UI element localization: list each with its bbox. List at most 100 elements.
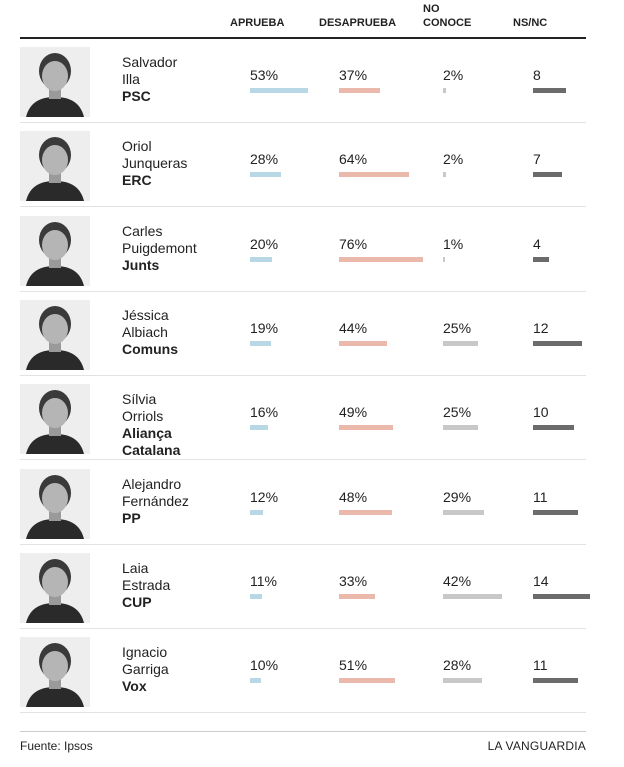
portrait-shoulders [26, 97, 84, 117]
politician-portrait [20, 637, 90, 708]
value-label-aprueba: 12% [250, 488, 279, 505]
politician-name: Ignacio Garriga Vox [122, 644, 222, 695]
value-label-nsnc: 11 [533, 657, 548, 674]
portrait-shoulders [26, 602, 84, 623]
brand-logo: LA VANGUARDIA [487, 739, 586, 753]
row-divider [20, 459, 586, 461]
last-name: Orriols [122, 408, 164, 425]
table-row: Ignacio Garriga Vox 10% 51% 28% 11 [20, 629, 586, 714]
bar-no-conoce [443, 88, 446, 93]
header-divider [20, 37, 586, 39]
value-label-no-conoce: 25% [443, 404, 472, 421]
party-label-line2: Catalana [122, 442, 181, 459]
value-label-aprueba: 10% [250, 657, 279, 674]
portrait-face [42, 229, 68, 260]
politician-portrait [20, 384, 90, 455]
portrait-face [42, 566, 68, 597]
row-divider [20, 712, 586, 714]
cell-no-conoce: 1% [443, 236, 463, 262]
portrait-face [42, 398, 68, 429]
cell-nsnc: 14 [533, 573, 591, 599]
portrait-shoulders [26, 434, 84, 455]
value-label-desaprueba: 33% [339, 572, 368, 589]
party-label: PSC [122, 88, 151, 104]
footer-divider [20, 731, 586, 732]
politician-name: Oriol Junqueras ERC [122, 138, 222, 189]
first-name: Sílvia [122, 391, 157, 408]
value-label-nsnc: 4 [533, 235, 541, 252]
bar-desaprueba [339, 88, 380, 93]
value-label-desaprueba: 64% [339, 151, 368, 168]
cell-no-conoce: 25% [443, 320, 478, 346]
bar-no-conoce [443, 172, 446, 178]
table-row: Laia Estrada CUP 11% 33% 42% 14 [20, 545, 591, 629]
politician-name: Sílvia Orriols Aliança Catalana [122, 391, 222, 459]
column-header-no-conoce-line1: NO [423, 3, 440, 15]
value-label-aprueba: 53% [250, 67, 279, 83]
party-label: Junts [122, 256, 160, 273]
bar-nsnc [533, 509, 579, 515]
cell-aprueba: 10% [250, 657, 279, 684]
value-label-nsnc: 7 [533, 151, 541, 168]
bar-nsnc [533, 172, 562, 178]
portrait-shoulders [26, 687, 84, 708]
portrait-image [20, 215, 90, 286]
politician-portrait [20, 47, 90, 117]
value-label-no-conoce: 2% [443, 67, 464, 83]
party-label: PP [122, 509, 141, 526]
cell-no-conoce: 25% [443, 404, 478, 431]
last-name: Junqueras [122, 155, 188, 172]
value-label-nsnc: 10 [533, 404, 549, 421]
portrait-image [20, 131, 90, 202]
value-label-no-conoce: 25% [443, 319, 472, 336]
bar-aprueba [250, 678, 261, 684]
party-label: Vox [122, 678, 147, 695]
portrait-face [42, 145, 68, 176]
bar-no-conoce [443, 678, 483, 684]
cell-desaprueba: 64% [339, 151, 410, 178]
cell-desaprueba: 76% [339, 236, 423, 262]
portrait-image [20, 552, 90, 623]
row-divider [20, 627, 586, 629]
table-row: Salvador Illa PSC 53% 37% 2% 8 [20, 39, 586, 123]
cell-no-conoce: 42% [443, 573, 502, 599]
value-label-nsnc: 8 [533, 67, 541, 83]
first-name: Laia [122, 559, 149, 576]
politician-portrait [20, 131, 90, 202]
politician-name: Alejandro Fernández PP [122, 476, 222, 527]
first-name: Oriol [122, 138, 152, 155]
bar-desaprueba [339, 425, 393, 431]
bar-desaprueba [339, 593, 376, 599]
cell-nsnc: 12 [533, 320, 583, 346]
cell-desaprueba: 48% [339, 489, 392, 515]
cell-desaprueba: 37% [339, 67, 380, 93]
bar-nsnc [533, 256, 550, 262]
table-row: Oriol Junqueras ERC 28% 64% 2% 7 [20, 123, 586, 208]
portrait-face [42, 61, 68, 91]
politician-portrait [20, 299, 90, 370]
value-label-aprueba: 28% [250, 151, 279, 168]
bar-desaprueba [339, 340, 388, 346]
cell-no-conoce: 2% [443, 67, 463, 93]
column-header-nsnc: NS/NC [513, 17, 548, 29]
cell-desaprueba: 51% [339, 657, 396, 684]
value-label-aprueba: 11% [250, 572, 277, 589]
cell-aprueba: 19% [250, 320, 278, 346]
row-divider [20, 122, 586, 123]
bar-nsnc [533, 593, 591, 599]
table-row: Sílvia Orriols Aliança Catalana 16% 49% 25% 10 [20, 376, 586, 461]
portrait-image [20, 47, 90, 117]
portrait-shoulders [26, 181, 84, 202]
portrait-image [20, 637, 90, 708]
bar-desaprueba [339, 172, 410, 178]
cell-aprueba: 16% [250, 404, 278, 431]
bar-aprueba [250, 593, 263, 599]
cell-nsnc: 11 [533, 489, 579, 515]
bar-aprueba [250, 172, 281, 178]
value-label-desaprueba: 76% [339, 235, 368, 252]
column-header-desaprueba: DESAPRUEBA [319, 17, 397, 29]
table-header: APRUEBA DESAPRUEBA NO CONOCE NS/NC [0, 0, 624, 38]
bar-nsnc [533, 425, 574, 431]
politician-portrait [20, 552, 90, 623]
cell-aprueba: 28% [250, 151, 281, 178]
